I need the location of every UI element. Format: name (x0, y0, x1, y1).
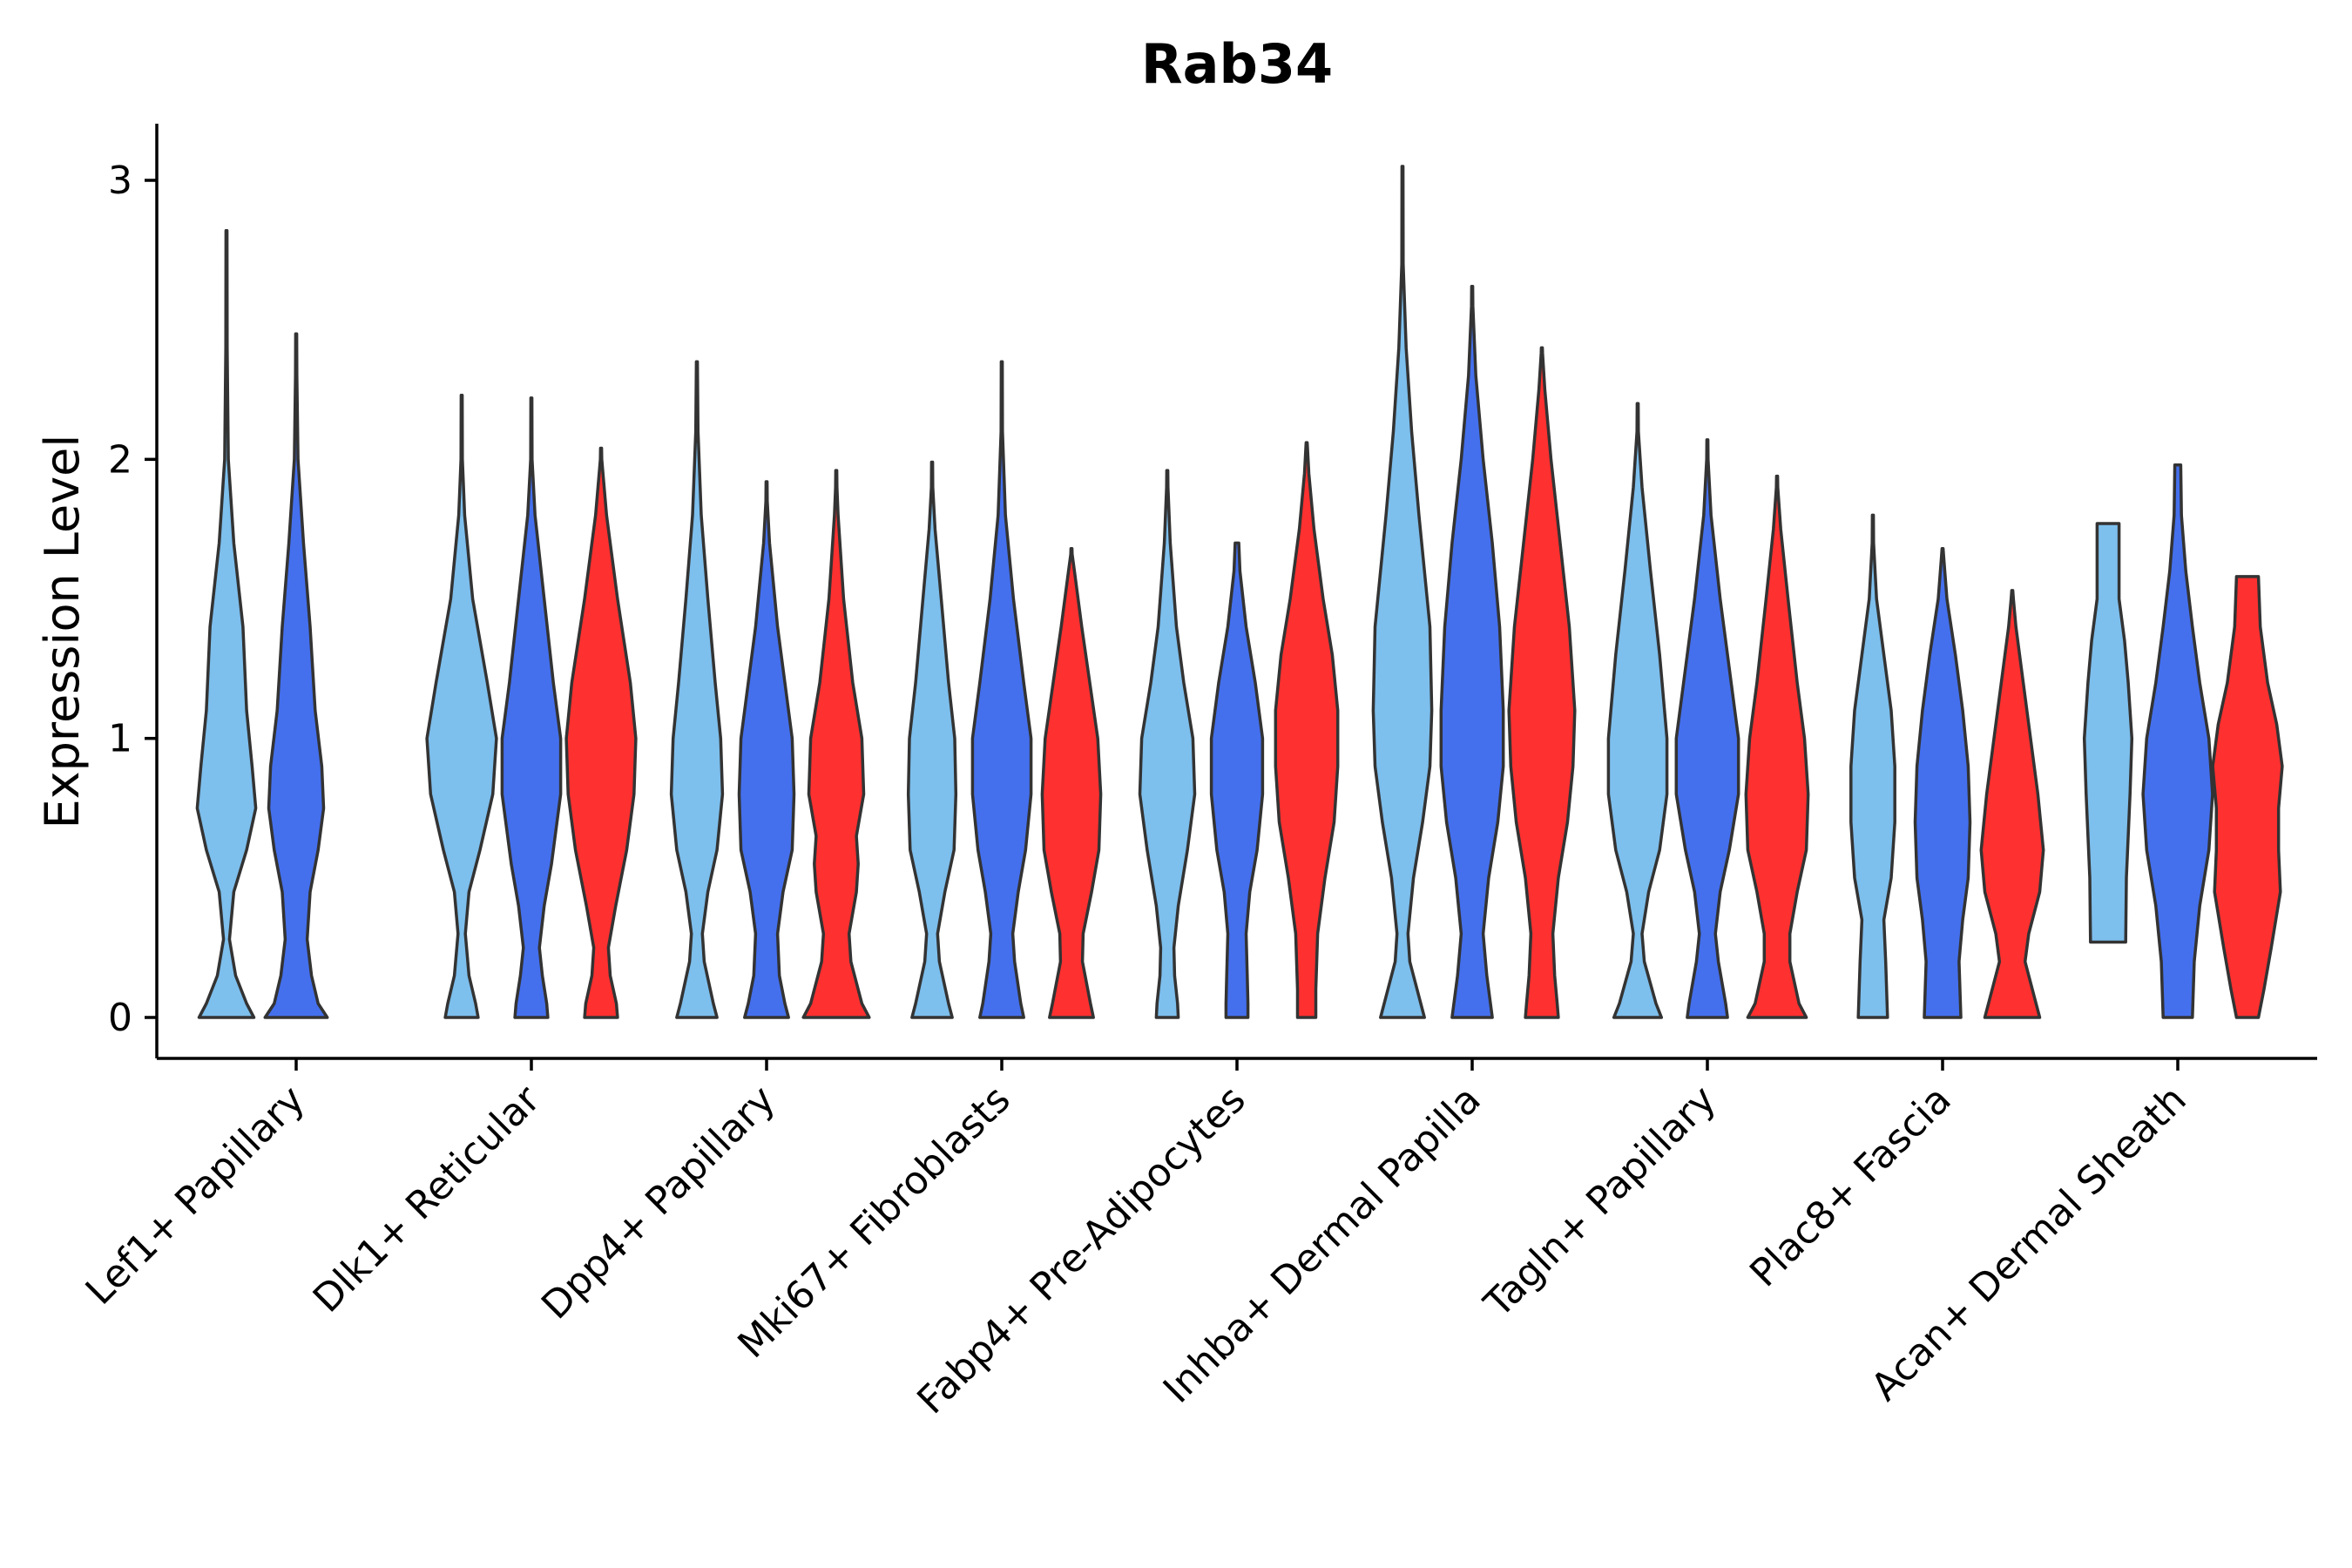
x-tick-label: Lef1+ Papillary (78, 1078, 314, 1314)
violin-group-3-4 (1274, 441, 1340, 1019)
x-tick-label: Dpp4+ Papillary (533, 1078, 784, 1328)
violin-group-1-3 (906, 460, 958, 1019)
violin-group-3-8 (2211, 575, 2284, 1019)
violin-group-3-7 (1979, 589, 2045, 1019)
violin-group-3-3 (1040, 547, 1103, 1019)
violin-group-1-1 (425, 393, 498, 1019)
y-tick-label: 2 (108, 437, 132, 482)
chart-title: Rab34 (1141, 32, 1333, 96)
violin-group-3-2 (801, 469, 871, 1019)
violin-group-3-6 (1744, 474, 1810, 1019)
violin-group-1-6 (1606, 402, 1669, 1019)
violin-group-2-2 (737, 480, 796, 1019)
violin-group-2-4 (1209, 541, 1265, 1019)
x-tick-label: Dlk1+ Reticular (305, 1077, 550, 1321)
y-tick-label: 1 (108, 717, 132, 761)
violin-group-2-1 (500, 396, 563, 1019)
violin-group-2-0 (263, 332, 329, 1019)
violin-group-2-7 (1913, 547, 1972, 1019)
violin-group-1-0 (195, 228, 258, 1019)
violin-group-3-1 (564, 446, 638, 1019)
violin-group-3-5 (1507, 346, 1577, 1019)
violin-group-2-3 (970, 360, 1033, 1019)
x-tick-label: Tagln+ Papillary (1476, 1078, 1725, 1327)
violin-group-2-5 (1439, 284, 1505, 1019)
violin-group-1-4 (1138, 469, 1197, 1019)
violin-group-1-5 (1371, 165, 1434, 1019)
y-axis-label: Expression Level (35, 435, 90, 829)
violin-group-1-7 (1849, 513, 1896, 1019)
violin-group-2-6 (1674, 438, 1740, 1019)
y-tick-label: 0 (108, 996, 132, 1040)
x-tick-label: Plac8+ Fascia (1741, 1078, 1960, 1296)
y-tick-label: 3 (108, 159, 132, 203)
violin-layer (195, 165, 2284, 1019)
violin-group-1-8 (2082, 522, 2134, 944)
violin-group-2-8 (2141, 463, 2214, 1019)
y-axis: 0 1 2 3 (108, 124, 159, 1058)
violin-group-1-2 (669, 360, 725, 1019)
